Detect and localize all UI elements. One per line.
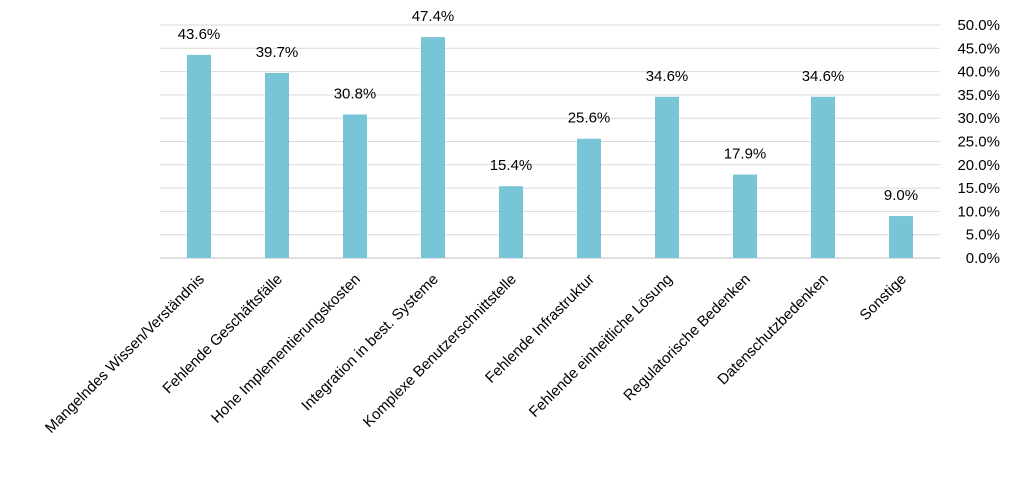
category-label: Integration in best. Systeme [298, 271, 441, 414]
y-tick-label: 30.0% [957, 110, 1000, 127]
bar [265, 72, 289, 258]
data-label: 30.8% [334, 85, 377, 102]
data-label: 34.6% [646, 68, 689, 85]
bar [187, 54, 211, 258]
bar [343, 114, 367, 258]
category-label: Fehlende einheitliche Lösung [526, 271, 676, 421]
bar [811, 96, 835, 258]
data-label: 47.4% [412, 8, 455, 25]
bar [421, 37, 445, 259]
gridlines [160, 24, 940, 259]
y-tick-label: 25.0% [957, 134, 1000, 151]
category-label: Mangelndes Wissen/Verständnis [42, 271, 208, 437]
y-tick-label: 50.0% [957, 17, 1000, 34]
data-label: 25.6% [568, 110, 611, 127]
y-tick-label: 40.0% [957, 64, 1000, 81]
data-label: 15.4% [490, 157, 533, 174]
bar [889, 216, 913, 258]
y-tick-label: 15.0% [957, 180, 1000, 197]
y-tick-label: 5.0% [966, 227, 1000, 244]
data-label: 39.7% [256, 44, 299, 61]
category-label: Regulatorische Bedenken [620, 271, 753, 404]
bar [499, 186, 523, 258]
category-label: Komplexe Benutzerschnittstelle [360, 271, 520, 431]
y-tick-label: 35.0% [957, 87, 1000, 104]
data-label: 9.0% [884, 187, 918, 204]
data-labels: 43.6% 39.7% 30.8% 47.4% 15.4% 25.6% 34.6% 17.9%… [178, 8, 918, 204]
bar [733, 174, 757, 258]
data-label: 17.9% [724, 146, 767, 163]
bars [187, 37, 913, 259]
data-label: 43.6% [178, 26, 221, 43]
y-tick-label: 10.0% [957, 203, 1000, 220]
category-label: Hohe Implementierungskosten [208, 271, 364, 427]
y-tick-label: 0.0% [966, 250, 1000, 267]
y-axis-ticks: 0.0% 5.0% 10.0% 15.0% 20.0% 25.0% 30.0% 35.0% 40… [957, 17, 1000, 267]
y-tick-label: 20.0% [957, 157, 1000, 174]
bar [655, 96, 679, 258]
y-tick-label: 45.0% [957, 40, 1000, 57]
category-label: Sonstige [857, 271, 910, 324]
data-label: 34.6% [802, 68, 845, 85]
bar [577, 138, 601, 258]
